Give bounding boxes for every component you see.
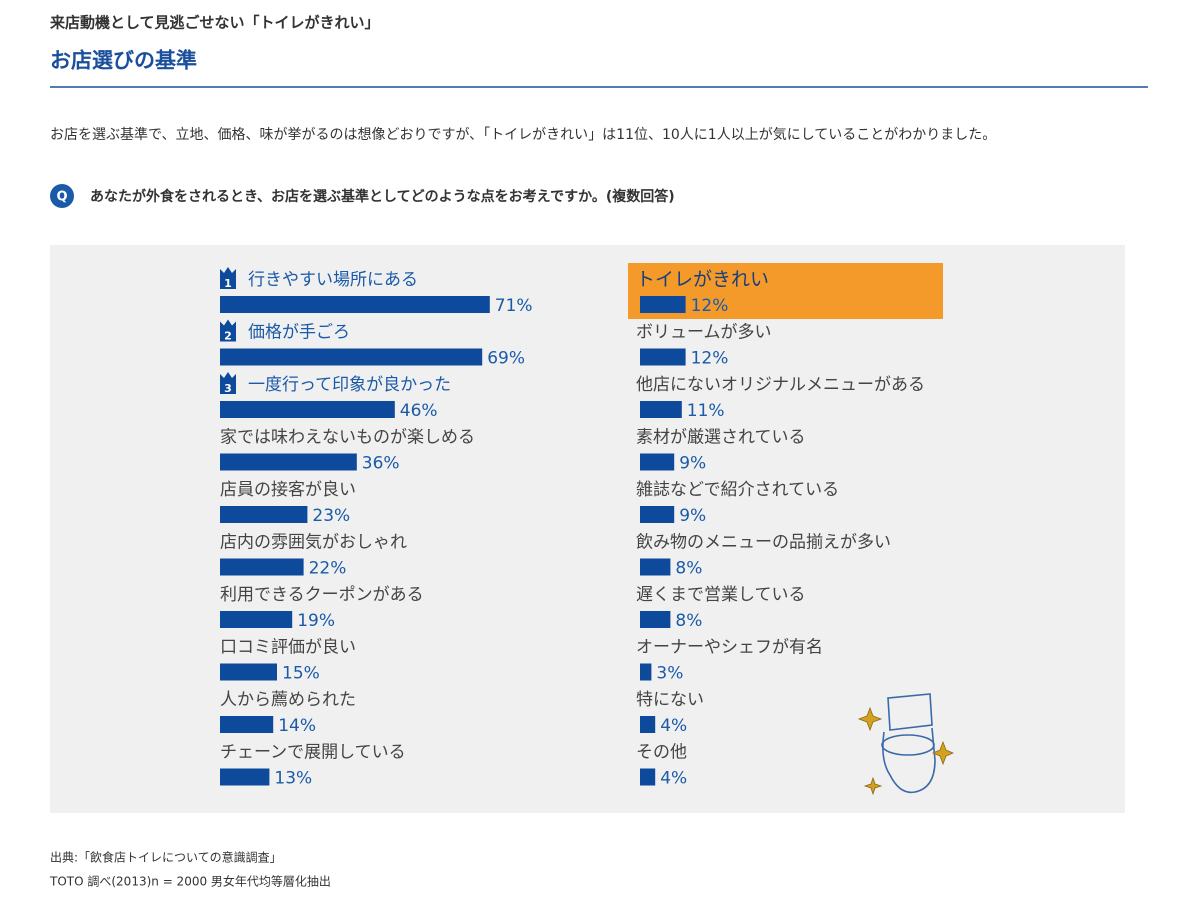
bar — [220, 506, 308, 523]
category-label: その他 — [636, 743, 687, 763]
source-line: TOTO 調べ(2013)n = 2000 男女年代均等層化抽出 — [49, 874, 331, 889]
value-label: 9% — [679, 506, 706, 526]
value-label: 9% — [679, 454, 706, 474]
value-label: 12% — [691, 349, 729, 369]
chart-panel — [50, 245, 1125, 813]
bar — [220, 558, 304, 576]
chart: 1 行きやすい場所にある 71% 2 価格が手ごろ 69% 3 一度行って印象が良かった 46%… — [220, 263, 943, 789]
category-label: 一度行って印象が良かった — [248, 375, 451, 395]
category-label: 口コミ評価が良い — [220, 638, 356, 658]
category-label: 他店にないオリジナルメニューがある — [636, 375, 925, 395]
tank — [887, 693, 933, 731]
rank-label: 3 — [224, 382, 232, 395]
category-label: ボリュームが多い — [636, 323, 772, 343]
category-label: トイレがきれい — [636, 269, 769, 291]
value-label: 4% — [660, 769, 687, 789]
category-label: 人から薦められた — [220, 690, 356, 710]
bar — [220, 453, 357, 471]
value-label: 3% — [656, 664, 683, 684]
source-line: 出典:「飲食店トイレについての意識調査」 — [50, 850, 282, 865]
sparkles — [857, 706, 955, 796]
category-label: 雑誌などで紹介されている — [636, 480, 839, 500]
bar — [640, 716, 656, 733]
value-label: 4% — [660, 716, 687, 736]
kicker: 来店動機として見逃ごせない「トイレがきれい」 — [49, 14, 380, 32]
value-label: 19% — [297, 611, 335, 631]
bar — [220, 768, 270, 786]
bar — [640, 768, 656, 786]
category-label: チェーンで展開している — [220, 743, 406, 763]
value-label: 46% — [400, 401, 438, 421]
page-title: お店選びの基準 — [50, 48, 197, 73]
category-label: オーナーやシェフが有名 — [636, 638, 823, 658]
category-label: 行きやすい場所にある — [248, 270, 418, 290]
category-label: 価格が手ごろ — [248, 323, 350, 343]
value-label: 69% — [487, 349, 525, 369]
value-label: 11% — [687, 401, 725, 421]
rank-label: 1 — [224, 277, 232, 290]
q-marker: Q — [56, 190, 67, 205]
bar — [220, 716, 274, 733]
rank-crown — [220, 267, 236, 289]
bar — [640, 506, 675, 523]
value-label: 8% — [675, 611, 702, 631]
seat — [881, 734, 935, 756]
bar — [640, 401, 682, 418]
bar — [640, 348, 686, 366]
category-label: 遅くまで営業している — [636, 585, 806, 605]
bar — [640, 296, 686, 313]
bar — [640, 663, 652, 681]
rank-label: 2 — [224, 330, 232, 343]
category-label: 利用できるクーポンがある — [220, 585, 424, 605]
value-label: 14% — [278, 716, 316, 736]
category-label: 店員の接客が良い — [220, 480, 356, 500]
q-badge — [50, 184, 74, 208]
rank-crown — [220, 372, 236, 394]
value-label: 71% — [495, 296, 533, 316]
rank-crown — [220, 319, 236, 342]
bar — [220, 348, 483, 366]
bar — [640, 611, 671, 628]
bar — [640, 453, 675, 471]
bar — [220, 401, 395, 418]
category-label: 店内の雰囲気がおしゃれ — [220, 533, 407, 553]
toilet-illustration — [857, 693, 955, 796]
value-label: 22% — [309, 559, 347, 579]
value-label: 13% — [274, 769, 312, 789]
value-label: 36% — [362, 454, 400, 474]
bar — [220, 663, 277, 681]
bar — [220, 611, 293, 628]
value-label: 12% — [691, 296, 729, 316]
bar — [640, 558, 671, 576]
value-label: 8% — [675, 559, 702, 579]
value-label: 15% — [282, 664, 320, 684]
value-label: 23% — [312, 506, 350, 526]
bowl — [882, 727, 936, 794]
bar — [220, 296, 490, 313]
category-label: 飲み物のメニューの品揃えが多い — [636, 533, 891, 553]
intro: お店を選ぶ基準で、立地、価格、味が挙がるのは想像どおりですが、「トイレがきれい」… — [50, 126, 996, 143]
category-label: 特にない — [636, 690, 704, 710]
category-label: 素材が厳選されている — [636, 428, 806, 448]
category-label: 家では味わえないものが楽しめる — [220, 428, 475, 448]
question: あなたが外食をされるとき、お店を選ぶ基準としてどのような点をお考えですか。(複数… — [90, 188, 675, 205]
